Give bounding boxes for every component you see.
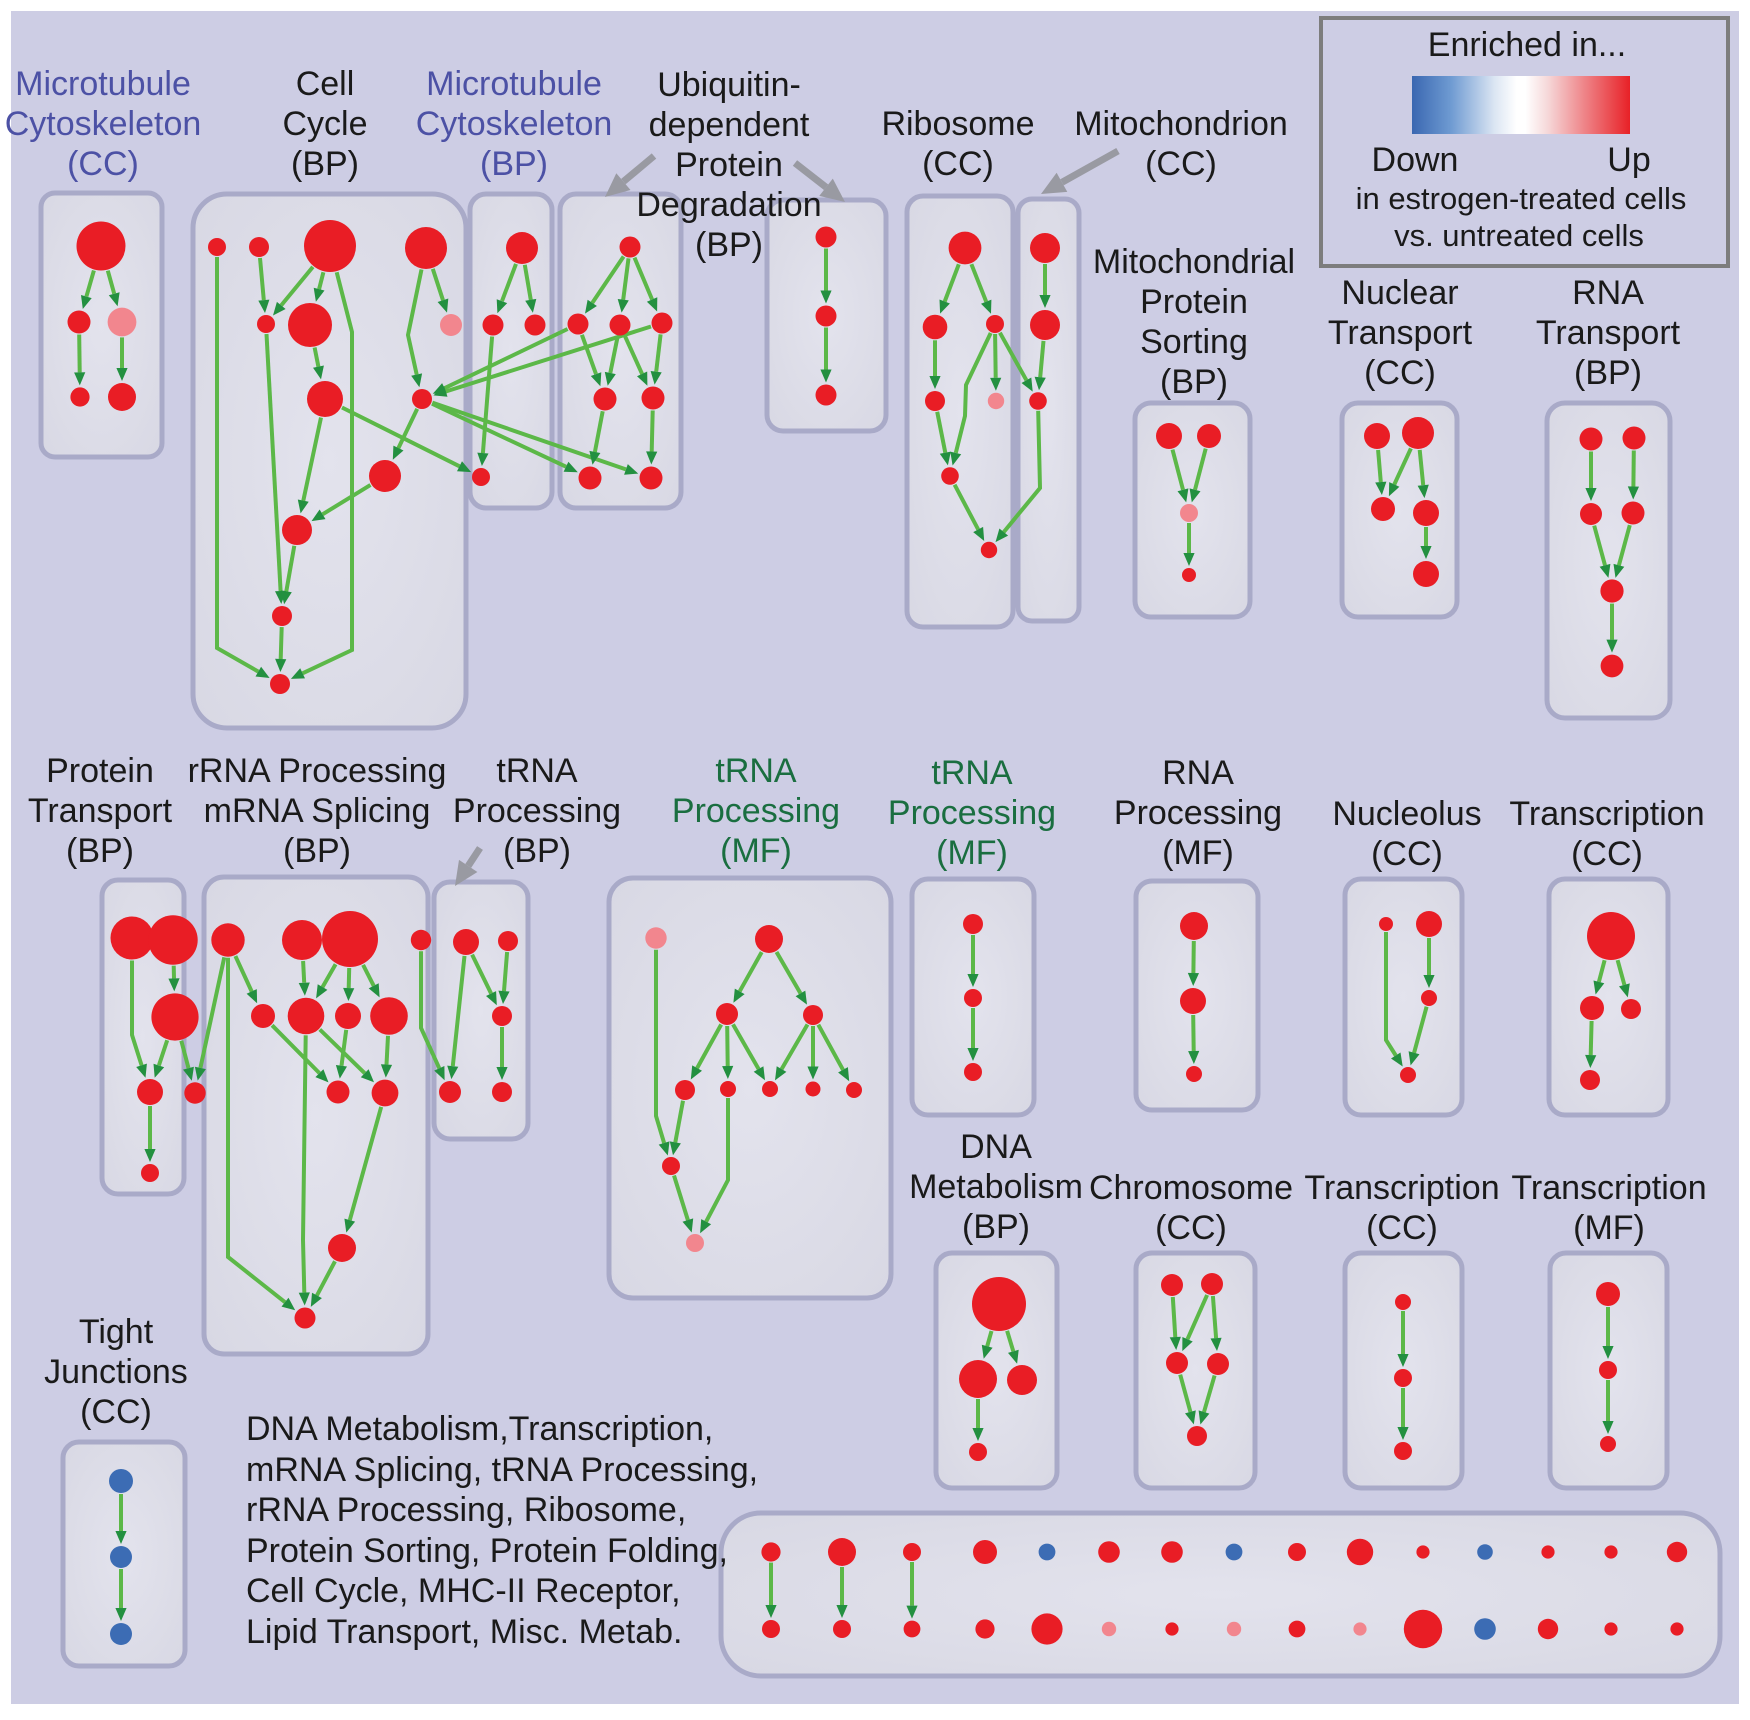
svg-text:(CC): (CC) [922,145,994,183]
svg-text:(CC): (CC) [1571,835,1643,873]
svg-text:in estrogen-treated cells: in estrogen-treated cells [1356,181,1687,216]
svg-text:Degradation: Degradation [636,186,821,224]
svg-text:(CC): (CC) [80,1393,152,1431]
svg-text:Metabolism: Metabolism [909,1168,1083,1206]
svg-text:Ubiquitin-: Ubiquitin- [657,66,801,104]
svg-text:Transport: Transport [1328,314,1473,352]
svg-text:Cell Cycle, MHC-II Receptor,: Cell Cycle, MHC-II Receptor, [246,1572,681,1610]
svg-text:Lipid Transport, Misc. Metab.: Lipid Transport, Misc. Metab. [246,1613,683,1651]
svg-text:Ribosome: Ribosome [881,105,1034,143]
svg-text:(BP): (BP) [1574,354,1642,392]
svg-text:Processing: Processing [1114,794,1282,832]
svg-text:(BP): (BP) [480,145,548,183]
svg-text:Cycle: Cycle [282,105,367,143]
svg-text:rRNA Processing: rRNA Processing [188,752,447,790]
svg-text:(MF): (MF) [1162,834,1234,872]
svg-text:(BP): (BP) [66,832,134,870]
svg-text:Chromosome: Chromosome [1089,1169,1293,1207]
svg-text:Sorting: Sorting [1140,323,1248,361]
svg-text:(CC): (CC) [1366,1209,1438,1247]
svg-text:Tight: Tight [79,1313,154,1351]
svg-text:(BP): (BP) [283,832,351,870]
svg-text:RNA: RNA [1162,754,1234,792]
svg-text:mRNA Splicing, tRNA Processing: mRNA Splicing, tRNA Processing, [246,1451,758,1489]
svg-text:Nucleolus: Nucleolus [1332,795,1481,833]
svg-text:Transport: Transport [1536,314,1681,352]
svg-text:Transcription: Transcription [1509,795,1704,833]
svg-text:Transcription: Transcription [1304,1169,1499,1207]
svg-text:(BP): (BP) [695,226,763,264]
svg-text:Microtubule: Microtubule [426,65,602,103]
svg-text:tRNA: tRNA [715,752,797,790]
svg-text:Junctions: Junctions [44,1353,188,1391]
svg-text:Protein: Protein [46,752,154,790]
svg-text:(CC): (CC) [1371,835,1443,873]
svg-text:(BP): (BP) [962,1208,1030,1246]
svg-text:(CC): (CC) [1364,354,1436,392]
svg-text:(CC): (CC) [1155,1209,1227,1247]
svg-text:Transport: Transport [28,792,173,830]
svg-text:DNA: DNA [960,1128,1032,1166]
svg-text:tRNA: tRNA [496,752,578,790]
svg-text:dependent: dependent [649,106,810,144]
svg-text:Processing: Processing [888,794,1056,832]
svg-text:DNA Metabolism,Transcription,: DNA Metabolism,Transcription, [246,1410,713,1448]
svg-text:(BP): (BP) [291,145,359,183]
svg-text:Cell: Cell [296,65,355,103]
svg-text:(CC): (CC) [67,145,139,183]
svg-text:Protein: Protein [1140,283,1248,321]
svg-text:Microtubule: Microtubule [15,65,191,103]
svg-text:(MF): (MF) [936,834,1008,872]
svg-text:(MF): (MF) [1573,1209,1645,1247]
svg-text:Cytoskeleton: Cytoskeleton [5,105,202,143]
svg-text:Protein Sorting, Protein Foldi: Protein Sorting, Protein Folding, [246,1532,728,1570]
svg-text:Mitochondrial: Mitochondrial [1093,243,1295,281]
svg-text:RNA: RNA [1572,274,1644,312]
svg-text:Mitochondrion: Mitochondrion [1074,105,1288,143]
svg-text:vs. untreated cells: vs. untreated cells [1394,218,1644,253]
svg-text:(MF): (MF) [720,832,792,870]
svg-text:(BP): (BP) [1160,363,1228,401]
svg-text:Down: Down [1372,141,1459,179]
svg-text:Processing: Processing [453,792,621,830]
svg-text:rRNA Processing, Ribosome,: rRNA Processing, Ribosome, [246,1491,686,1529]
svg-text:Transcription: Transcription [1511,1169,1706,1207]
svg-text:tRNA: tRNA [931,754,1013,792]
svg-text:(CC): (CC) [1145,145,1217,183]
svg-text:Processing: Processing [672,792,840,830]
svg-text:Nuclear: Nuclear [1341,274,1458,312]
svg-text:Protein: Protein [675,146,783,184]
svg-text:(BP): (BP) [503,832,571,870]
svg-text:mRNA Splicing: mRNA Splicing [204,792,431,830]
svg-text:Cytoskeleton: Cytoskeleton [416,105,613,143]
svg-text:Up: Up [1607,141,1650,179]
svg-text:Enriched in...: Enriched in... [1428,26,1626,64]
